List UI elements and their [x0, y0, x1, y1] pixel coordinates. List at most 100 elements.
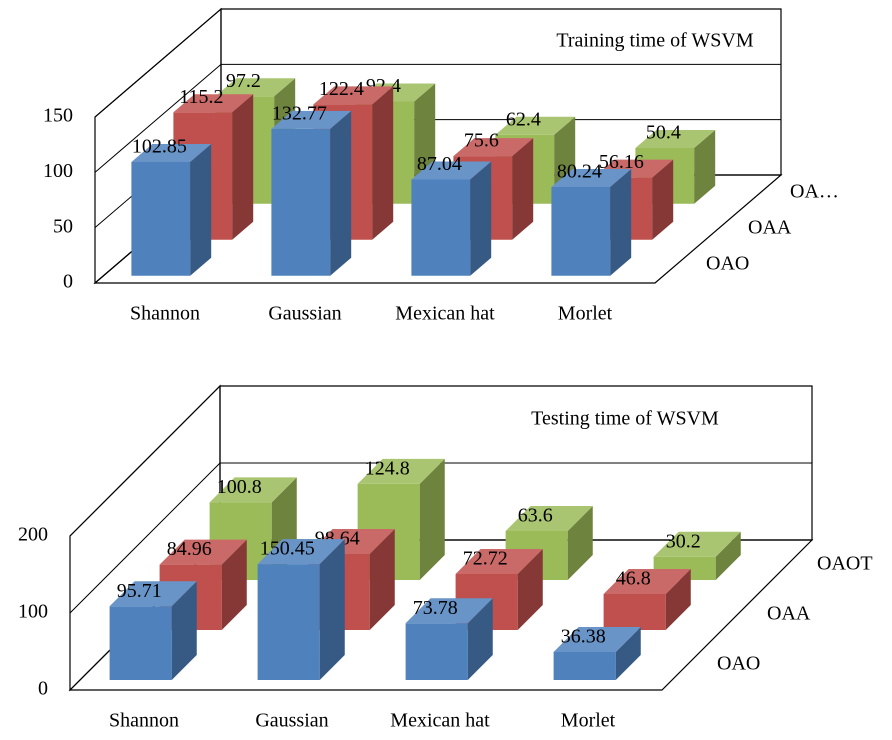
bar [411, 161, 492, 276]
bar-side [467, 598, 493, 680]
bar-top [411, 161, 492, 180]
value-label: 46.8 [616, 568, 651, 590]
legend-label: OA… [790, 181, 839, 203]
x-tick-label: Morlet [558, 303, 613, 325]
bar-top [455, 549, 543, 575]
x-tick-label: Gaussian [268, 303, 341, 325]
bar [271, 110, 352, 276]
bar-top [209, 477, 297, 503]
y-tick-label: 100 [18, 601, 48, 623]
bar-top [215, 78, 296, 97]
bar-front [271, 128, 331, 276]
value-label: 36.38 [561, 626, 606, 648]
bar-front [553, 651, 616, 680]
bar-front [405, 623, 468, 680]
bar-top [159, 539, 247, 565]
x-tick-label: Morlet [561, 710, 616, 732]
bar-side [419, 458, 445, 580]
bar [131, 143, 212, 276]
value-label: 56.16 [599, 151, 644, 173]
bar-side [319, 539, 345, 680]
bar-top [635, 130, 716, 149]
y-tick-label: 0 [63, 271, 73, 293]
bar-side [694, 130, 716, 204]
bar-top [109, 581, 197, 607]
x-tick-label: Shannon [109, 710, 179, 732]
bar-side [171, 581, 197, 680]
bar-top [357, 458, 445, 484]
legend-label: OAO [717, 653, 760, 675]
x-tick-label: Gaussian [255, 710, 328, 732]
bar-side [610, 169, 632, 276]
bar-top [131, 143, 212, 162]
chart-title: Training time of WSVM [556, 30, 753, 52]
grid-line [94, 8, 781, 118]
x-tick-label: Mexican hat [395, 303, 495, 325]
y-tick-label: 0 [38, 678, 48, 700]
value-label: 75.6 [464, 130, 499, 152]
value-label: 95.71 [117, 580, 162, 602]
bar-top [173, 94, 254, 113]
bar-side [372, 86, 394, 240]
bar-side [369, 529, 395, 630]
bar [257, 539, 345, 680]
grid-line [69, 462, 812, 614]
value-label: 102.85 [132, 136, 187, 158]
bar-side [517, 549, 543, 630]
chart: 0 100 200 Testing time of WSVM Shannon Gaussi… [18, 384, 873, 732]
grid-line [69, 385, 812, 537]
y-tick-label: 150 [43, 105, 73, 127]
value-label: 73.78 [413, 597, 458, 619]
bar [109, 581, 197, 680]
legend-label: OAA [767, 603, 811, 625]
bar-top [505, 506, 593, 532]
bar-side [652, 159, 674, 240]
chart-title: Testing time of WSVM [531, 408, 719, 430]
value-label: 84.96 [167, 538, 212, 560]
bar-top [405, 598, 493, 624]
x-tick-label: Shannon [130, 303, 200, 325]
value-label: 87.04 [417, 153, 462, 175]
bar-side [615, 626, 641, 680]
bar [603, 568, 691, 630]
chart: 0 50 100 150 Training time of WSVM Shannon Gau… [43, 7, 839, 325]
bar-top [271, 110, 352, 129]
value-label: 115.2 [179, 86, 223, 108]
bar [405, 598, 493, 680]
bar-front [131, 161, 191, 276]
value-label: 50.4 [646, 122, 681, 144]
bar-front [257, 564, 320, 680]
bar-side [221, 539, 247, 630]
bar-top [453, 138, 534, 157]
bar-side [232, 94, 254, 240]
y-tick-label: 200 [18, 524, 48, 546]
bar-top [257, 539, 345, 565]
bar-top [551, 169, 632, 188]
bar-top [603, 568, 691, 594]
value-label: 122.4 [319, 78, 364, 100]
value-label: 72.72 [463, 548, 508, 570]
y-tick-label: 100 [43, 160, 73, 182]
grid-line [94, 63, 781, 173]
bar-side [330, 110, 352, 276]
value-label: 97.2 [226, 70, 261, 92]
bar [553, 626, 641, 680]
bar-side [567, 506, 593, 580]
bar-top [653, 531, 741, 557]
value-label: 132.77 [272, 102, 327, 124]
value-label: 63.6 [518, 505, 553, 527]
bar-side [715, 531, 741, 580]
bar-side [512, 138, 534, 240]
x-tick-label: Mexican hat [390, 710, 490, 732]
bar-top [313, 86, 394, 105]
bar-front [551, 187, 611, 276]
bar-top [553, 626, 641, 652]
y-tick-label: 50 [53, 215, 73, 237]
bar [551, 169, 632, 276]
legend-label: OAOT [817, 553, 873, 575]
legend-label: OAA [748, 217, 792, 239]
bar-front [411, 179, 471, 276]
value-label: 80.24 [557, 161, 602, 183]
bar-side [470, 161, 492, 276]
